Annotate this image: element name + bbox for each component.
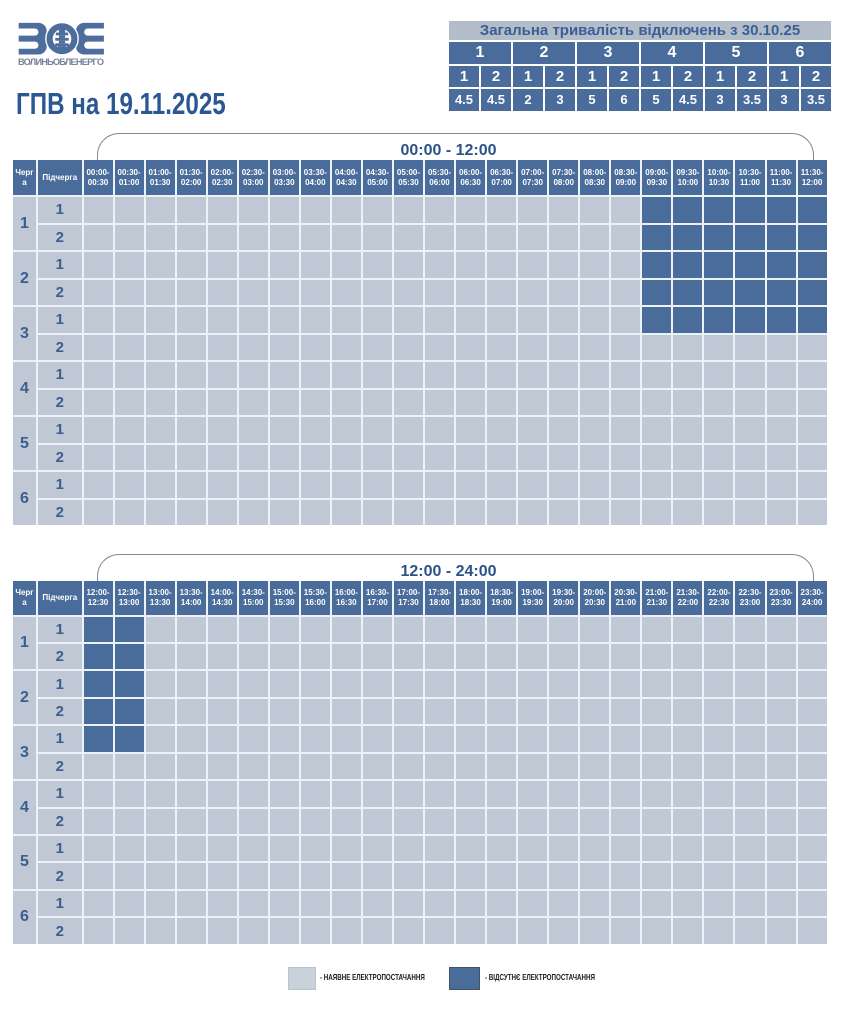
svg-text:ВОЛИНЬОБЛЕНЕРГО: ВОЛИНЬОБЛЕНЕРГО [18,57,104,67]
